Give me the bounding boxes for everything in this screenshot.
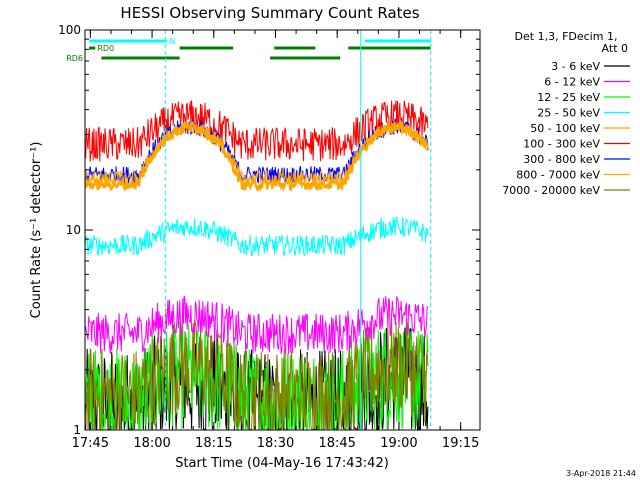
legend-label: 7000 - 20000 keV [502, 184, 600, 197]
legend-label: 3 - 6 keV [551, 60, 600, 73]
series-line [85, 118, 429, 193]
vertical-markers [165, 30, 432, 430]
observing-flags: N RD0 RD6 [66, 37, 431, 63]
x-tick-label: 19:00 [380, 436, 417, 451]
series-line [85, 120, 429, 186]
plot-area [84, 29, 481, 431]
x-tick-label: 18:15 [195, 436, 232, 451]
chart-title: HESSI Observing Summary Count Rates [120, 4, 419, 22]
x-tick-label: 18:45 [318, 436, 355, 451]
legend-label: 300 - 800 keV [523, 153, 600, 166]
x-axis-label: Start Time (04-May-16 17:43:42) [175, 456, 389, 471]
legend: Det 1,3, FDecim 1,Att 03 - 6 keV 6 - 12 k… [502, 30, 630, 197]
series-layer [85, 100, 429, 430]
flag-label: RD6 [66, 54, 83, 63]
legend-header: Det 1,3, FDecim 1, [515, 30, 618, 43]
legend-label: 12 - 25 keV [537, 91, 600, 104]
legend-label: 50 - 100 keV [530, 122, 600, 135]
y-axis: 1 10 100 [58, 23, 480, 437]
generation-timestamp: 3-Apr-2018 21:44 [566, 469, 636, 478]
series-line [85, 295, 429, 355]
flag-label: RD0 [97, 44, 114, 53]
series-line [85, 216, 429, 258]
y-tick-label: 1 [73, 423, 81, 437]
y-tick-label: 100 [58, 23, 81, 37]
x-tick-label: 18:30 [257, 436, 294, 451]
x-tick-label: 19:15 [442, 436, 479, 451]
legend-label: 100 - 300 keV [523, 138, 600, 151]
y-axis-label: Count Rate (s⁻¹ detector⁻¹) [29, 142, 44, 319]
series-line [85, 318, 429, 430]
x-tick-label: 17:45 [72, 436, 109, 451]
flag-label: N [169, 37, 175, 46]
y-tick-label: 10 [66, 223, 81, 237]
x-tick-label: 18:00 [133, 436, 170, 451]
legend-label: 800 - 7000 keV [516, 169, 600, 182]
series-line [85, 100, 429, 162]
legend-label: 25 - 50 keV [537, 107, 600, 120]
x-axis: 17:45 18:00 18:15 18:30 18:45 19:00 19:15 [72, 30, 479, 451]
legend-label: 6 - 12 keV [544, 76, 600, 89]
legend-header: Att 0 [602, 42, 628, 55]
